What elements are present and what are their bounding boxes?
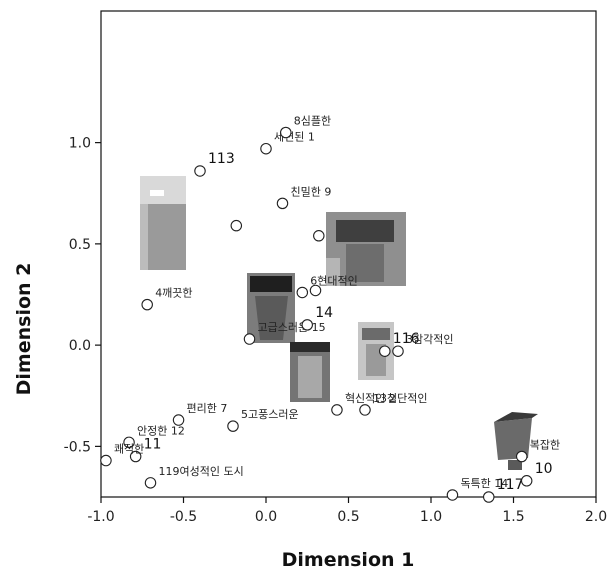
product-image-open-bin <box>326 212 406 286</box>
data-point <box>144 477 157 489</box>
x-tick-label: 2.0 <box>585 509 607 525</box>
x-tick-label: -0.5 <box>170 509 197 525</box>
product-images <box>140 176 538 470</box>
point-label: 4깨끗한 <box>155 287 192 300</box>
data-point <box>359 404 371 416</box>
point-label: 고급스러운 15 <box>258 321 326 334</box>
point-label: 편리한 7 <box>187 402 228 415</box>
point-label: 쾌적한 <box>114 443 144 456</box>
y-tick-label: 1.0 <box>69 136 91 152</box>
point-label: 3감각적인 <box>406 333 453 346</box>
data-point <box>194 165 206 177</box>
data-point <box>515 450 528 463</box>
product-image-tall-bin <box>140 176 186 270</box>
data-point <box>129 450 142 463</box>
product-image-steel-bin <box>290 342 330 402</box>
data-point <box>260 142 272 155</box>
data-point <box>520 475 533 487</box>
data-point <box>379 345 391 357</box>
product-image-tapered-bin <box>247 273 295 343</box>
point-label: 혁신적인 2 <box>345 392 396 405</box>
point-label: 11 <box>144 437 162 453</box>
data-point <box>296 286 309 299</box>
data-point <box>243 333 256 345</box>
point-label: 113 <box>208 151 235 167</box>
point-label: 13첨단적인 <box>373 392 427 405</box>
data-point <box>276 197 289 210</box>
y-tick-label: 0.5 <box>69 237 91 253</box>
point-label: 독특한 14 <box>460 477 508 490</box>
data-point <box>309 284 322 297</box>
y-axis-title: Dimension 2 <box>13 263 35 396</box>
point-label: 117 <box>497 477 524 493</box>
x-tick-label: 0.0 <box>255 509 277 525</box>
y-axis-ticks: -0.5 0.0 0.5 1.0 <box>64 136 101 455</box>
point-label: 복잡한 <box>530 439 560 452</box>
data-point <box>230 219 243 232</box>
x-tick-label: 1.5 <box>502 509 524 525</box>
y-tick-label: -0.5 <box>64 439 91 455</box>
data-point <box>446 489 459 501</box>
point-label: 14 <box>315 305 333 321</box>
data-point <box>123 436 135 449</box>
point-label: 10 <box>535 461 553 477</box>
x-axis-title: Dimension 1 <box>282 549 415 571</box>
point-label: 119여성적인 도시 <box>159 465 244 478</box>
x-tick-label: 1.0 <box>420 509 442 525</box>
data-point <box>280 126 292 139</box>
product-image-cube-bin <box>494 412 538 470</box>
x-tick-label: -1.0 <box>87 509 114 525</box>
point-label: 안정한 12 <box>137 424 185 437</box>
data-point <box>392 345 404 357</box>
data-point <box>172 414 185 426</box>
data-point <box>100 454 112 467</box>
point-label: 친밀한 9 <box>291 185 332 198</box>
point-label: 8심플한 <box>294 115 331 128</box>
y-tick-label: 0.0 <box>69 338 91 354</box>
data-point <box>301 319 313 331</box>
point-label: 116 <box>393 331 420 347</box>
point-label: 5고풍스러운 <box>241 408 299 421</box>
data-point <box>227 420 239 432</box>
data-point <box>331 404 343 416</box>
data-point <box>313 230 325 242</box>
x-tick-label: 0.5 <box>337 509 359 525</box>
data-point <box>141 298 153 311</box>
point-label: 6현대적인 <box>310 274 357 287</box>
x-axis-ticks: -1.0 -0.5 0.0 0.5 1.0 1.5 2.0 <box>87 497 607 525</box>
data-point <box>482 491 495 503</box>
